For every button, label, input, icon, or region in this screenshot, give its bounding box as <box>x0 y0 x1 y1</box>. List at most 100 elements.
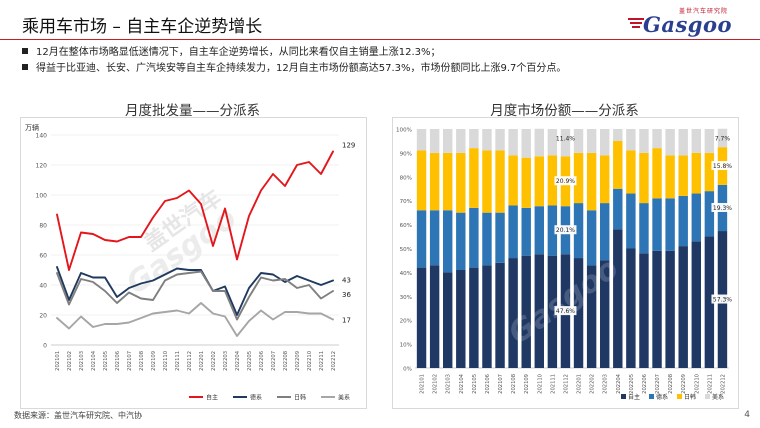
data-label-box <box>711 202 734 212</box>
summary-bullets: 12月在整体市场略显低迷情况下，自主车企逆势增长，从同比来看仅自主销量上涨12.… <box>22 45 566 77</box>
bar-segment-德系 <box>416 210 427 268</box>
bar-segment-美系 <box>547 129 558 156</box>
y-tick-label: 60% <box>400 223 412 229</box>
x-tick-label: 202210 <box>307 351 313 371</box>
x-tick-label: 202211 <box>707 374 713 394</box>
legend-label: 日韩 <box>684 393 696 401</box>
bar-segment-美系 <box>508 129 518 156</box>
bar-segment-美系 <box>678 129 688 156</box>
x-tick-label: 202210 <box>694 374 700 394</box>
data-label-box <box>554 176 577 186</box>
x-tick-label: 202205 <box>629 374 635 394</box>
x-tick-label: 202208 <box>283 351 289 371</box>
bullet-text: 得益于比亚迪、长安、广汽埃安等自主车企持续发力，12月自主市场份额高达57.3%… <box>36 63 567 74</box>
legend-label: 美系 <box>712 393 724 401</box>
right-chart-title: 月度市场份额——分派系 <box>490 103 639 119</box>
x-tick-label: 202202 <box>211 351 217 371</box>
bar-segment-美系 <box>469 129 479 149</box>
legend-label: 德系 <box>250 394 262 402</box>
bar-segment-德系 <box>586 210 597 266</box>
legend-swatch <box>705 394 710 399</box>
y-axis-unit: 万辆 <box>25 123 39 132</box>
y-tick-label: 90% <box>400 151 412 157</box>
y-tick-label: 60 <box>39 253 47 260</box>
x-tick-label: 202212 <box>720 374 726 394</box>
bar-segment-自主 <box>416 267 427 368</box>
bar-segment-自主 <box>704 236 715 368</box>
bar-segment-日韩 <box>652 148 662 199</box>
y-tick-label: 100% <box>396 128 412 134</box>
x-tick-label: 202205 <box>247 351 253 371</box>
legend-label: 自主 <box>206 394 218 402</box>
data-label: 47.6% <box>556 308 575 315</box>
bullet-square-icon <box>22 48 28 54</box>
data-label: 57.3% <box>713 297 732 304</box>
bar-segment-美系 <box>586 129 597 153</box>
bar-segment-自主 <box>691 241 702 368</box>
bar-segment-美系 <box>560 129 571 157</box>
data-label: 20.9% <box>556 178 575 185</box>
x-tick-label: 202104 <box>459 373 465 394</box>
logo-cn-text: 盖世汽车研究院 <box>678 8 728 15</box>
bullet-item: 得益于比亚迪、长安、广汽埃安等自主车企持续发力，12月自主市场份额高达57.3%… <box>22 61 566 77</box>
x-tick-label: 202101 <box>55 351 61 371</box>
x-tick-label: 202201 <box>577 374 583 394</box>
x-tick-label: 202110 <box>537 374 543 394</box>
data-label-box <box>711 161 734 171</box>
y-tick-label: 80 <box>39 223 47 230</box>
legend-swatch <box>621 394 626 399</box>
x-tick-label: 202103 <box>446 374 452 394</box>
y-tick-label: 40% <box>400 271 412 277</box>
x-tick-label: 202110 <box>163 351 169 371</box>
bar-segment-德系 <box>429 210 440 266</box>
page-number: 4 <box>744 410 750 420</box>
bar-segment-德系 <box>691 193 702 242</box>
bar-segment-德系 <box>678 195 688 247</box>
data-label: 11.4% <box>556 136 575 143</box>
stacked-bar-chart: 0% 10% 20% 30% 40% 50% 60% 70% 80% 90% 100% 202101 2… <box>396 128 734 401</box>
y-tick-label: 120 <box>36 163 48 170</box>
y-tick-label: 140 <box>36 133 48 140</box>
bar-segment-日韩 <box>456 152 466 213</box>
bar-segment-自主 <box>534 254 545 368</box>
legend-swatch <box>677 394 682 399</box>
bar-segment-德系 <box>508 205 518 259</box>
x-tick-label: 202207 <box>271 351 277 371</box>
bar-segment-自主 <box>521 255 531 368</box>
series-line-日韩 <box>56 270 334 321</box>
bar-segment-自主 <box>626 248 636 368</box>
bar-segment-美系 <box>599 129 610 156</box>
x-tick-label: 202203 <box>603 374 609 394</box>
bar-segment-日韩 <box>442 152 453 211</box>
bar-segment-日韩 <box>586 152 597 211</box>
gasgoo-logo: 盖世汽车研究院 Gasgoo <box>620 6 738 37</box>
bar-segment-日韩 <box>613 140 623 189</box>
bar-segment-自主 <box>573 258 584 368</box>
bar-segment-日韩 <box>495 150 505 213</box>
bar-segment-日韩 <box>534 156 545 207</box>
bar-segment-德系 <box>521 207 531 256</box>
bar-segment-美系 <box>639 129 649 153</box>
legend-label: 美系 <box>338 394 350 402</box>
bar-segment-自主 <box>613 229 623 368</box>
bar-segment-德系 <box>469 207 479 268</box>
x-tick-label: 202206 <box>259 351 265 371</box>
bar-segment-德系 <box>573 203 584 259</box>
bar-segment-日韩 <box>547 155 558 206</box>
bar-segment-自主 <box>469 267 479 368</box>
data-label: 20.1% <box>556 227 575 234</box>
data-label: 7.7% <box>715 136 731 143</box>
line-chart: 万辆 0 20 40 60 80 100 120 140 202101 202102 202103 20… <box>25 123 355 402</box>
bar-segment-美系 <box>429 129 440 153</box>
bar-segment-日韩 <box>665 155 675 199</box>
page-title: 乘用车市场 – 自主车企逆势增长 <box>22 17 263 37</box>
bar-segment-美系 <box>626 129 636 151</box>
bar-segment-自主 <box>508 258 518 368</box>
header-divider <box>0 39 760 40</box>
x-tick-label: 202111 <box>175 351 181 371</box>
bar-segment-德系 <box>613 188 623 230</box>
x-tick-label: 202208 <box>668 374 674 394</box>
bar-segment-德系 <box>599 203 610 261</box>
y-tick-label: 70% <box>400 199 412 205</box>
bar-segment-日韩 <box>573 152 584 204</box>
